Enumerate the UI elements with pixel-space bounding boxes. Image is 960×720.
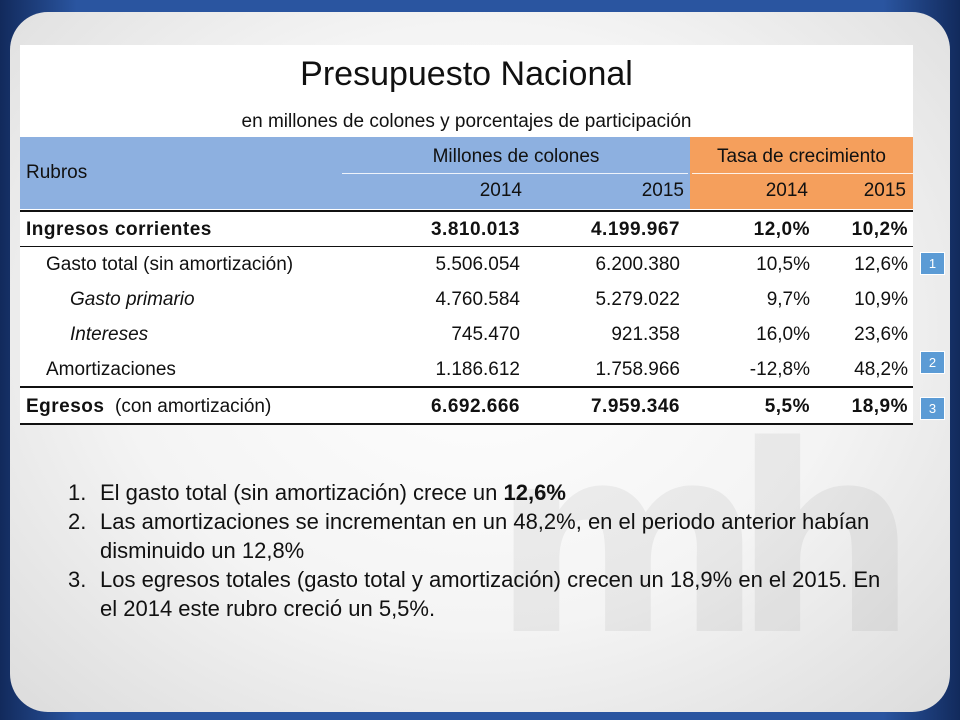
notes-list: 1. El gasto total (sin amortización) cre… — [60, 478, 900, 623]
table-row: Gasto primario 4.760.584 5.279.022 9,7% … — [20, 283, 913, 317]
cell-tasa-2014: 9,7% — [766, 289, 810, 310]
page-title: Presupuesto Nacional — [300, 55, 633, 93]
table-row: Ingresos corrientes 3.810.013 4.199.967 … — [20, 213, 913, 247]
cell-millones-2015: 4.199.967 — [590, 219, 680, 240]
header-divider-tasa — [692, 173, 913, 174]
cell-millones-2014: 745.470 — [451, 324, 520, 345]
cell-tasa-2014: 5,5% — [764, 396, 810, 417]
cell-millones-2015: 5.279.022 — [595, 289, 680, 310]
note-number: 3. — [68, 567, 87, 592]
header-millones-2014: 2014 — [479, 180, 522, 201]
header-tasa-2015: 2015 — [863, 180, 906, 201]
cell-millones-2014: 1.186.612 — [435, 359, 520, 380]
callout-badge-1: 1 — [920, 252, 945, 275]
table-row-total: Egresos (con amortización) 6.692.666 7.9… — [20, 390, 913, 424]
table-row: Intereses 745.470 921.358 16,0% 23,6% — [20, 318, 913, 352]
cell-millones-2015: 7.959.346 — [590, 396, 680, 417]
cell-tasa-2015: 12,6% — [854, 254, 908, 275]
header-divider-millones — [342, 173, 688, 174]
header-bottom-rule — [20, 210, 913, 212]
cell-millones-2015: 1.758.966 — [595, 359, 680, 380]
row-label: Ingresos corrientes — [26, 219, 212, 240]
cell-millones-2014: 3.810.013 — [430, 219, 520, 240]
note-number: 1. — [68, 480, 87, 505]
cell-millones-2015: 6.200.380 — [595, 254, 680, 275]
cell-tasa-2015: 18,9% — [851, 396, 908, 417]
total-top-rule — [20, 386, 913, 388]
table-row: Gasto total (sin amortización) 5.506.054… — [20, 248, 913, 282]
cell-tasa-2015: 23,6% — [854, 324, 908, 345]
callout-badge-3: 3 — [920, 397, 945, 420]
cell-tasa-2014: 12,0% — [753, 219, 810, 240]
cell-tasa-2015: 10,9% — [854, 289, 908, 310]
cell-millones-2015: 921.358 — [611, 324, 680, 345]
note-text: Las amortizaciones se incrementan en un … — [100, 509, 870, 563]
callout-badge-2: 2 — [920, 351, 945, 374]
budget-table-panel: Presupuesto Nacional en millones de colo… — [20, 45, 913, 425]
note-text: Los egresos totales (gasto total y amort… — [100, 567, 881, 621]
note-text: El gasto total (sin amortización) crece … — [100, 480, 504, 505]
note-item: 3. Los egresos totales (gasto total y am… — [60, 565, 900, 623]
row-label: Egresos (con amortización) — [26, 396, 271, 418]
cell-millones-2014: 4.760.584 — [435, 289, 520, 310]
mh-watermark-logo: mh — [491, 391, 918, 693]
cell-tasa-2014: 10,5% — [756, 254, 810, 275]
row-label: Gasto total (sin amortización) — [46, 254, 294, 275]
cell-tasa-2014: 16,0% — [756, 324, 810, 345]
row-label: Gasto primario — [70, 289, 195, 310]
header-millones-2015: 2015 — [641, 180, 684, 201]
header-tasa-de-crecimiento: Tasa de crecimiento — [717, 146, 886, 167]
row-rule — [20, 246, 913, 247]
cell-tasa-2015: 10,2% — [851, 219, 908, 240]
row-label-main: Egresos — [26, 396, 105, 417]
note-item: 2. Las amortizaciones se incrementan en … — [60, 507, 900, 565]
row-label: Intereses — [70, 324, 149, 345]
page-subtitle: en millones de colones y porcentajes de … — [241, 111, 692, 132]
table-row: Amortizaciones 1.186.612 1.758.966 -12,8… — [20, 353, 913, 387]
cell-tasa-2015: 48,2% — [854, 359, 908, 380]
note-number: 2. — [68, 509, 87, 534]
note-item: 1. El gasto total (sin amortización) cre… — [60, 478, 900, 507]
note-highlight: 12,6% — [503, 480, 566, 505]
row-label: Amortizaciones — [46, 359, 176, 380]
header-rubros: Rubros — [26, 162, 88, 183]
header-millones-de-colones: Millones de colones — [432, 146, 600, 167]
header-tasa-2014: 2014 — [765, 180, 808, 201]
cell-millones-2014: 5.506.054 — [435, 254, 520, 275]
total-bottom-rule — [20, 423, 913, 425]
cell-tasa-2014: -12,8% — [749, 359, 810, 380]
cell-millones-2014: 6.692.666 — [430, 396, 520, 417]
row-label-rest: (con amortización) — [115, 396, 272, 417]
